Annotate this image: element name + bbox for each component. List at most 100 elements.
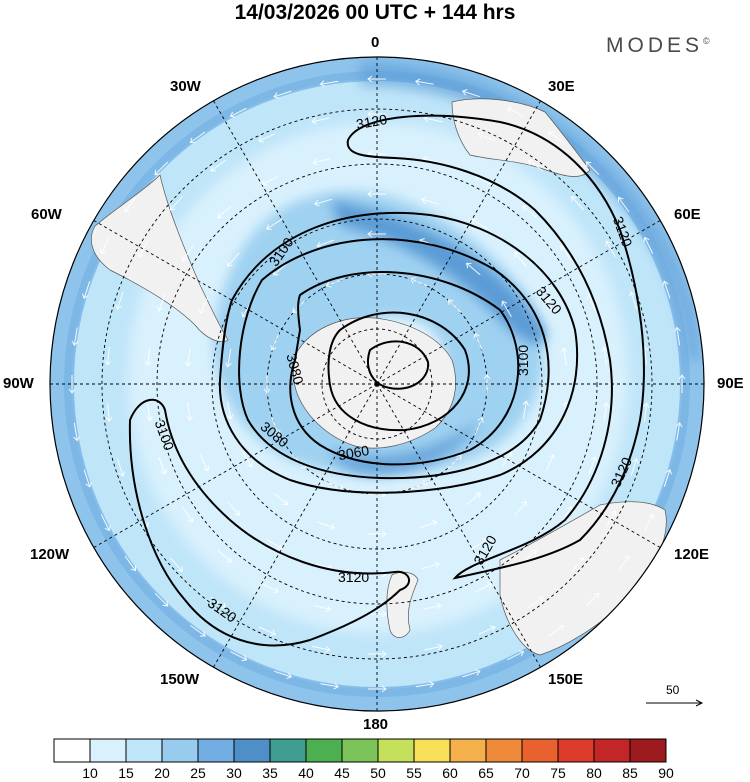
meridian-line	[376, 100, 541, 385]
colorbar-tick-label: 35	[262, 765, 278, 781]
lon-label-60w: 60W	[31, 206, 62, 223]
lon-label-90w: 90W	[3, 375, 34, 392]
wind-arrow	[423, 602, 442, 610]
contour-3100-inner	[238, 238, 550, 480]
wind-band-ne	[580, 150, 700, 360]
contour-label: 3100	[515, 345, 531, 376]
graticule	[50, 57, 704, 711]
colorbar-swatch	[161, 738, 199, 763]
wind-arrow	[410, 480, 429, 490]
wind-arrow	[367, 75, 386, 83]
wind-arrow	[124, 197, 136, 213]
wind-arrow	[270, 333, 280, 351]
wind-arrow	[662, 280, 671, 299]
colorbar-tick-label: 20	[154, 765, 170, 781]
wind-arrow	[548, 624, 565, 637]
wind-arrow	[644, 513, 655, 531]
wind-arrow	[544, 296, 555, 314]
colorbar-tick-label: 40	[298, 765, 314, 781]
colorbar-swatch	[557, 738, 595, 763]
brand-mark: ©	[703, 36, 710, 46]
wind-arrow	[226, 252, 240, 268]
wind-arrow	[522, 205, 537, 219]
wind-arrow	[483, 374, 491, 393]
wind-arrow	[560, 347, 568, 366]
colorbar-tick-label: 70	[514, 765, 530, 781]
wind-arrow	[190, 625, 206, 637]
colorbar-swatch	[485, 738, 523, 763]
map-border	[49, 56, 705, 712]
wind-arrow	[415, 681, 435, 688]
wind-arrow	[605, 510, 617, 528]
meridian-line	[376, 383, 541, 668]
wind-arrow	[424, 643, 443, 651]
wind-arrow	[477, 132, 496, 142]
wind-arrow	[548, 131, 564, 143]
wind-arrow	[210, 159, 226, 172]
wind-arrow	[471, 538, 489, 550]
wind-arrow	[82, 281, 91, 300]
wind-arrow	[571, 195, 585, 211]
wind-arrow	[461, 89, 480, 98]
colorbar-tick-label: 90	[658, 765, 674, 781]
land-africa	[451, 98, 591, 177]
wind-arrow	[368, 530, 387, 538]
wind-arrow	[273, 262, 288, 276]
geopotential-contours	[128, 114, 645, 647]
wind-arrow	[263, 375, 271, 394]
wind-arrow	[545, 453, 556, 472]
colorbar-swatch	[233, 738, 271, 763]
wind-arrow	[585, 592, 600, 607]
colorbar-swatch	[377, 738, 415, 763]
wind-jet-core	[330, 200, 546, 344]
colorbar-swatch	[413, 738, 451, 763]
wind-arrow	[514, 252, 527, 267]
wind-arrow	[448, 454, 462, 469]
vector-reference-label: 50	[666, 683, 680, 697]
wind-arrow	[674, 326, 681, 346]
wind-arrow	[421, 196, 440, 205]
land-south-america	[91, 174, 229, 342]
colorbar-tick-label: 15	[118, 765, 134, 781]
wind-arrow	[316, 239, 335, 249]
wind-arrow	[471, 218, 488, 230]
wind-arrow	[630, 458, 639, 477]
colorbar-swatch	[53, 738, 91, 763]
colorbar-swatch	[305, 738, 343, 763]
wind-arrow	[466, 492, 481, 506]
vector-reference-arrow	[646, 699, 704, 707]
lat-circle-50s	[156, 163, 598, 605]
wind-arrow	[475, 582, 493, 593]
colorbar-tick-label: 25	[190, 765, 206, 781]
wind-arrow	[520, 348, 528, 367]
contour-3080	[289, 271, 520, 466]
colorbar	[53, 738, 667, 763]
wind-arrow	[474, 417, 484, 435]
lon-label-30e: 30E	[548, 78, 575, 95]
wind-arrow	[225, 349, 232, 368]
wind-arrow	[68, 375, 76, 394]
wind-arrow	[617, 196, 630, 213]
wind-arrow	[447, 299, 462, 313]
wind-arrow	[312, 158, 331, 166]
wind-arrow	[266, 538, 283, 550]
lon-label-30w: 30W	[170, 78, 201, 95]
wind-arrow	[601, 346, 609, 366]
wind-arrow	[273, 90, 292, 99]
lon-label-120w: 120W	[30, 546, 70, 563]
colorbar-tick-label: 55	[406, 765, 422, 781]
wind-arrow	[367, 190, 386, 198]
wind-arrow	[465, 262, 481, 276]
wind-arrow	[198, 296, 209, 315]
colorbar-tick-label: 65	[478, 765, 494, 781]
wind-arrow	[642, 402, 650, 422]
wind-arrow	[242, 450, 253, 468]
wind-vectors	[68, 75, 686, 693]
wind-arrow	[419, 519, 438, 529]
wind-arrow	[154, 592, 169, 607]
wind-arrow	[124, 555, 137, 572]
chart-title: 14/03/2026 00 UTC + 144 hrs	[234, 1, 516, 24]
contour-label: 3060	[337, 442, 371, 463]
lon-label-120e: 120E	[674, 546, 710, 563]
wind-arrow	[414, 78, 434, 86]
